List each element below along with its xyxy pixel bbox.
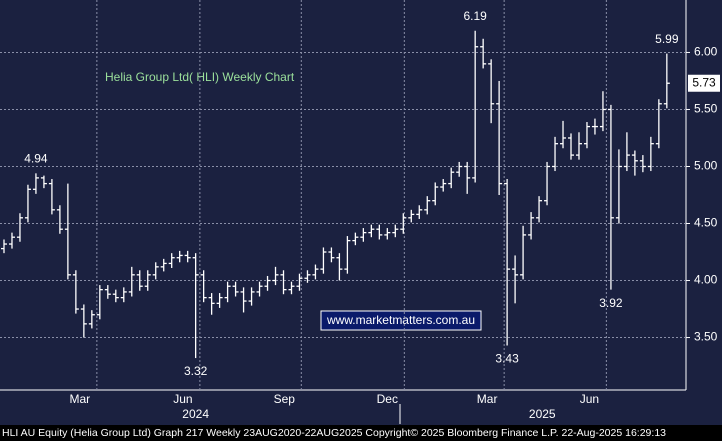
grid xyxy=(0,0,686,390)
y-tick-label: 5.00 xyxy=(694,159,718,173)
y-tick-label: 3.50 xyxy=(694,330,718,344)
x-tick-label: Mar xyxy=(70,392,91,406)
last-price: 5.73 xyxy=(692,75,716,89)
bars xyxy=(0,30,670,359)
y-tick-label: 4.00 xyxy=(694,273,718,287)
footer-bar xyxy=(0,425,722,441)
watermark: www.marketmatters.com.au xyxy=(326,313,475,327)
annotation: 3.43 xyxy=(495,352,519,366)
x-tick-label: Jun xyxy=(580,392,599,406)
annotation: 3.92 xyxy=(599,296,623,310)
x-tick-label: Mar xyxy=(477,392,498,406)
watermark-box xyxy=(320,310,482,331)
annotation: 4.94 xyxy=(24,152,48,166)
year-label: 2025 xyxy=(529,407,556,421)
x-tick-label: Dec xyxy=(377,392,398,406)
annotation: 3.32 xyxy=(184,364,208,378)
annotation: 6.19 xyxy=(463,9,487,23)
year-label: 2024 xyxy=(182,407,209,421)
x-tick-label: Jun xyxy=(173,392,192,406)
annotation: 5.99 xyxy=(655,32,679,46)
last-price-box xyxy=(688,74,720,92)
footer: HLI AU Equity (Helia Group Ltd) Graph 21… xyxy=(2,427,666,439)
y-tick-label: 5.50 xyxy=(694,102,718,116)
y-tick-label: 4.50 xyxy=(694,216,718,230)
x-tick-label: Sep xyxy=(274,392,296,406)
y-tick-label: 6.00 xyxy=(694,45,718,59)
